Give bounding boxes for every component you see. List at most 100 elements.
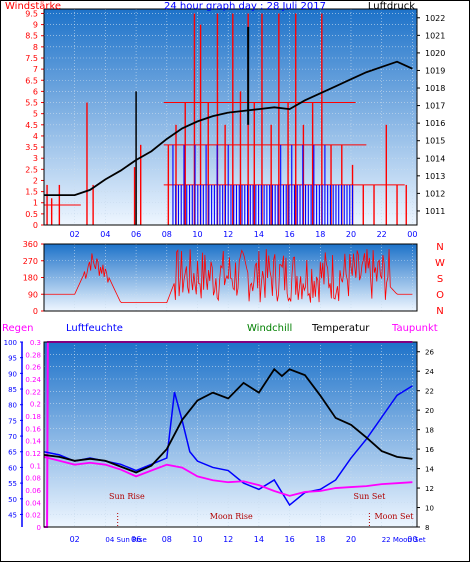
compass-letter: S: [437, 274, 443, 285]
rain-axis-label: Regen: [2, 323, 34, 334]
chart1-x-tick-label: 16: [285, 230, 295, 239]
chart1-left-tick-label: 7: [33, 65, 38, 74]
chart1-left-tick-label: 3: [33, 154, 38, 163]
humidity-axis-label: Luftfeuchte: [66, 323, 123, 334]
chart1-x-tick-label: 12: [223, 230, 233, 239]
chart1-right-tick-label: 1015: [425, 137, 445, 146]
chart2-left-tick-label: 180: [23, 274, 38, 283]
chart2-left-tick-label: 90: [28, 290, 38, 299]
chart3-x-tick-label: 08: [162, 535, 172, 544]
chart1-frame: [43, 8, 418, 226]
compass-letter: N: [436, 242, 443, 253]
chart1-x-tick-label: 14: [254, 230, 264, 239]
chart1-right-tick-label: 1021: [425, 31, 445, 40]
chart1-x-tick-label: 04: [100, 230, 110, 239]
chart1-right-tick-label: 1012: [425, 189, 445, 198]
chart1-x-tick-label: 22: [377, 230, 387, 239]
chart3-frame: [43, 341, 418, 528]
compass-letter: O: [436, 290, 444, 301]
rain-tick-label: 0.22: [25, 388, 41, 396]
chart1-left-tick-label: 2: [33, 176, 38, 185]
chart3-x-tick-label: 10: [192, 535, 202, 544]
rain-tick-label: 0.14: [25, 438, 41, 446]
chart1-x-tick-label: 10: [192, 230, 202, 239]
chart1-right-label: Luftdruck: [368, 1, 415, 12]
rain-tick-label: 0.16: [25, 425, 41, 433]
chart3-plot-area: [44, 342, 417, 527]
temperature-line: [43, 367, 413, 474]
chart3-x-tick-label: 20: [346, 535, 356, 544]
humidity-tick-label: 55: [8, 480, 17, 488]
rain-tick-label: 0.26: [25, 364, 41, 372]
temp-tick-label: 16: [425, 446, 434, 454]
chart1-left-tick-label: 9.5: [25, 9, 38, 18]
chart1-x-tick-label: 08: [162, 230, 172, 239]
chart1-x-tick-label: 18: [315, 230, 325, 239]
chart1-right-tick-label: 1016: [425, 119, 445, 128]
bottom-sun-rise-label: 04 Sun Rise: [105, 536, 146, 544]
chart1-right-tick-label: 1014: [425, 154, 445, 163]
chart1-left-tick-label: 5: [33, 110, 38, 119]
chart1-left-tick-label: 4: [33, 132, 38, 141]
annotation-sun-rise: Sun Rise: [109, 492, 145, 501]
chart3-x-tick-label: 02: [70, 535, 80, 544]
wind-direction-line: [44, 249, 413, 304]
temp-tick-label: 18: [425, 427, 434, 435]
rain-tick-label: 0.1: [30, 462, 41, 470]
chart3-x-tick-label: 12: [223, 535, 233, 544]
humidity-tick-label: 95: [8, 355, 17, 363]
chart1-right-tick-label: 1020: [425, 49, 445, 58]
chart1-x-tick-label: 00: [407, 230, 417, 239]
chart1-left-tick-label: 0: [33, 221, 38, 230]
temp-tick-label: 20: [425, 407, 434, 415]
rain-tick-label: 0: [37, 524, 41, 532]
annotation-sun-set: Sun Set: [354, 492, 387, 501]
compass-letter: W: [435, 258, 445, 269]
rain-tick-label: 0.2: [30, 401, 41, 409]
chart1-right-tick-label: 1018: [425, 84, 445, 93]
humidity-tick-label: 85: [8, 386, 17, 394]
rain-tick-label: 0.3: [30, 339, 41, 347]
chart1-left-tick-label: 1.5: [25, 188, 38, 197]
dewpoint-line: [43, 456, 413, 497]
chart1-x-tick-label: 06: [131, 230, 141, 239]
rain-tick-label: 0.12: [25, 450, 41, 458]
chart3-x-tick-label: 16: [285, 535, 295, 544]
chart1-left-tick-label: 1: [33, 199, 38, 208]
humidity-tick-label: 80: [8, 402, 17, 410]
chart2-frame: [43, 243, 418, 312]
annotation-moon-set: Moon Set: [374, 512, 414, 521]
chart2-left-tick-label: 0: [33, 307, 38, 316]
temp-tick-label: 22: [425, 388, 434, 396]
chart1-left-tick-label: 4.5: [25, 121, 38, 130]
chart1-left-tick-label: 6: [33, 87, 38, 96]
chart1-right-tick-label: 1011: [425, 207, 445, 216]
chart2-left-tick-label: 360: [23, 240, 38, 249]
chart1-title: 24 hour graph day : 28 Juli 2017: [164, 1, 326, 12]
windchill-label: Windchill: [247, 323, 292, 334]
chart1-left-tick-label: 0.5: [25, 210, 38, 219]
chart1-x-tick-label: 20: [346, 230, 356, 239]
dewpoint-label: Taupunkt: [391, 323, 438, 334]
chart1-left-tick-label: 3.5: [25, 143, 38, 152]
humidity-tick-label: 70: [8, 433, 17, 441]
bottom-moon-set-label: 22 Moon Set: [382, 536, 426, 544]
temp-tick-label: 26: [425, 349, 434, 357]
chart1-right-tick-label: 1019: [425, 66, 445, 75]
chart3-x-tick-label: 06: [131, 535, 141, 544]
chart3-x-tick-label: 14: [254, 535, 264, 544]
chart1-right-tick-label: 1017: [425, 102, 445, 111]
chart1-left-tick-label: 8: [33, 43, 38, 52]
temperature-label: Temperatur: [311, 323, 370, 334]
rain-tick-label: 0.02: [25, 512, 41, 520]
temp-tick-label: 10: [425, 505, 434, 513]
chart1-left-label: Windstärke: [5, 1, 61, 12]
humidity-tick-label: 50: [8, 496, 17, 504]
chart1-left-tick-label: 2.5: [25, 165, 38, 174]
rain-tick-label: 0.24: [25, 376, 41, 384]
chart1-left-tick-label: 9: [33, 21, 38, 30]
temp-tick-label: 8: [425, 524, 429, 532]
temp-tick-label: 24: [425, 368, 434, 376]
temp-tick-label: 12: [425, 485, 434, 493]
